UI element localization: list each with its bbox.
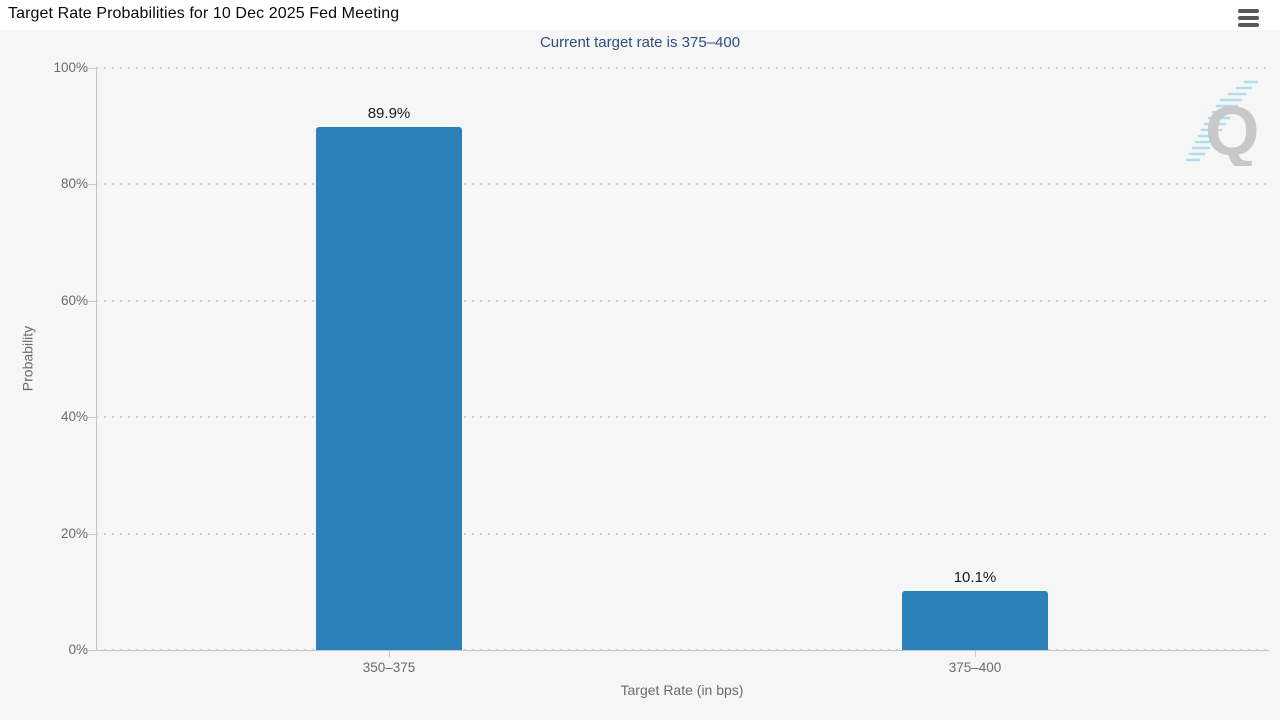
x-tick-label: 375–400: [948, 660, 1002, 675]
y-tick-label: 40%: [60, 409, 88, 425]
x-tick-mark: [389, 651, 390, 657]
hamburger-bar: [1238, 9, 1259, 13]
hamburger-bar: [1238, 16, 1259, 20]
y-tick-label: 80%: [60, 176, 88, 192]
page-title: Target Rate Probabilities for 10 Dec 202…: [8, 5, 400, 22]
y-tick-mark: [88, 650, 96, 651]
plot-area: [96, 68, 1269, 651]
y-tick-mark: [88, 184, 96, 186]
bar-value-label: 10.1%: [953, 569, 997, 587]
y-tick-label: 20%: [60, 525, 88, 541]
gridline-0%: [96, 649, 1268, 651]
y-tick-label: 60%: [60, 292, 88, 308]
hamburger-menu-icon[interactable]: [1238, 9, 1259, 27]
y-tick-label: 100%: [53, 60, 88, 75]
y-tick-mark: [88, 533, 96, 535]
y-tick-mark: [88, 300, 96, 302]
hamburger-bar: [1238, 23, 1259, 27]
y-tick-label: 0%: [68, 642, 88, 657]
x-tick-mark: [975, 651, 976, 657]
y-axis-title: Probability: [19, 325, 36, 392]
y-tick-mark: [88, 68, 96, 69]
x-axis-title: Target Rate (in bps): [620, 682, 744, 698]
title-bar: [0, 0, 1280, 30]
bar-value-label: 89.9%: [367, 104, 411, 122]
gridline-20%: [96, 532, 1268, 535]
watermark-q-letter: Q: [1205, 92, 1259, 166]
quikstrike-logo-watermark: Q: [1183, 76, 1269, 170]
current-target-rate-subtitle: Current target rate is 375–400: [539, 34, 741, 51]
gridline-80%: [96, 183, 1268, 186]
gridline-60%: [96, 299, 1268, 302]
y-tick-mark: [88, 417, 96, 419]
gridline-100%: [96, 67, 1268, 69]
gridline-40%: [96, 416, 1268, 419]
probability-bar-375–400[interactable]: [902, 591, 1048, 650]
probability-bar-350–375[interactable]: [316, 126, 462, 650]
x-tick-label: 350–375: [362, 660, 416, 675]
